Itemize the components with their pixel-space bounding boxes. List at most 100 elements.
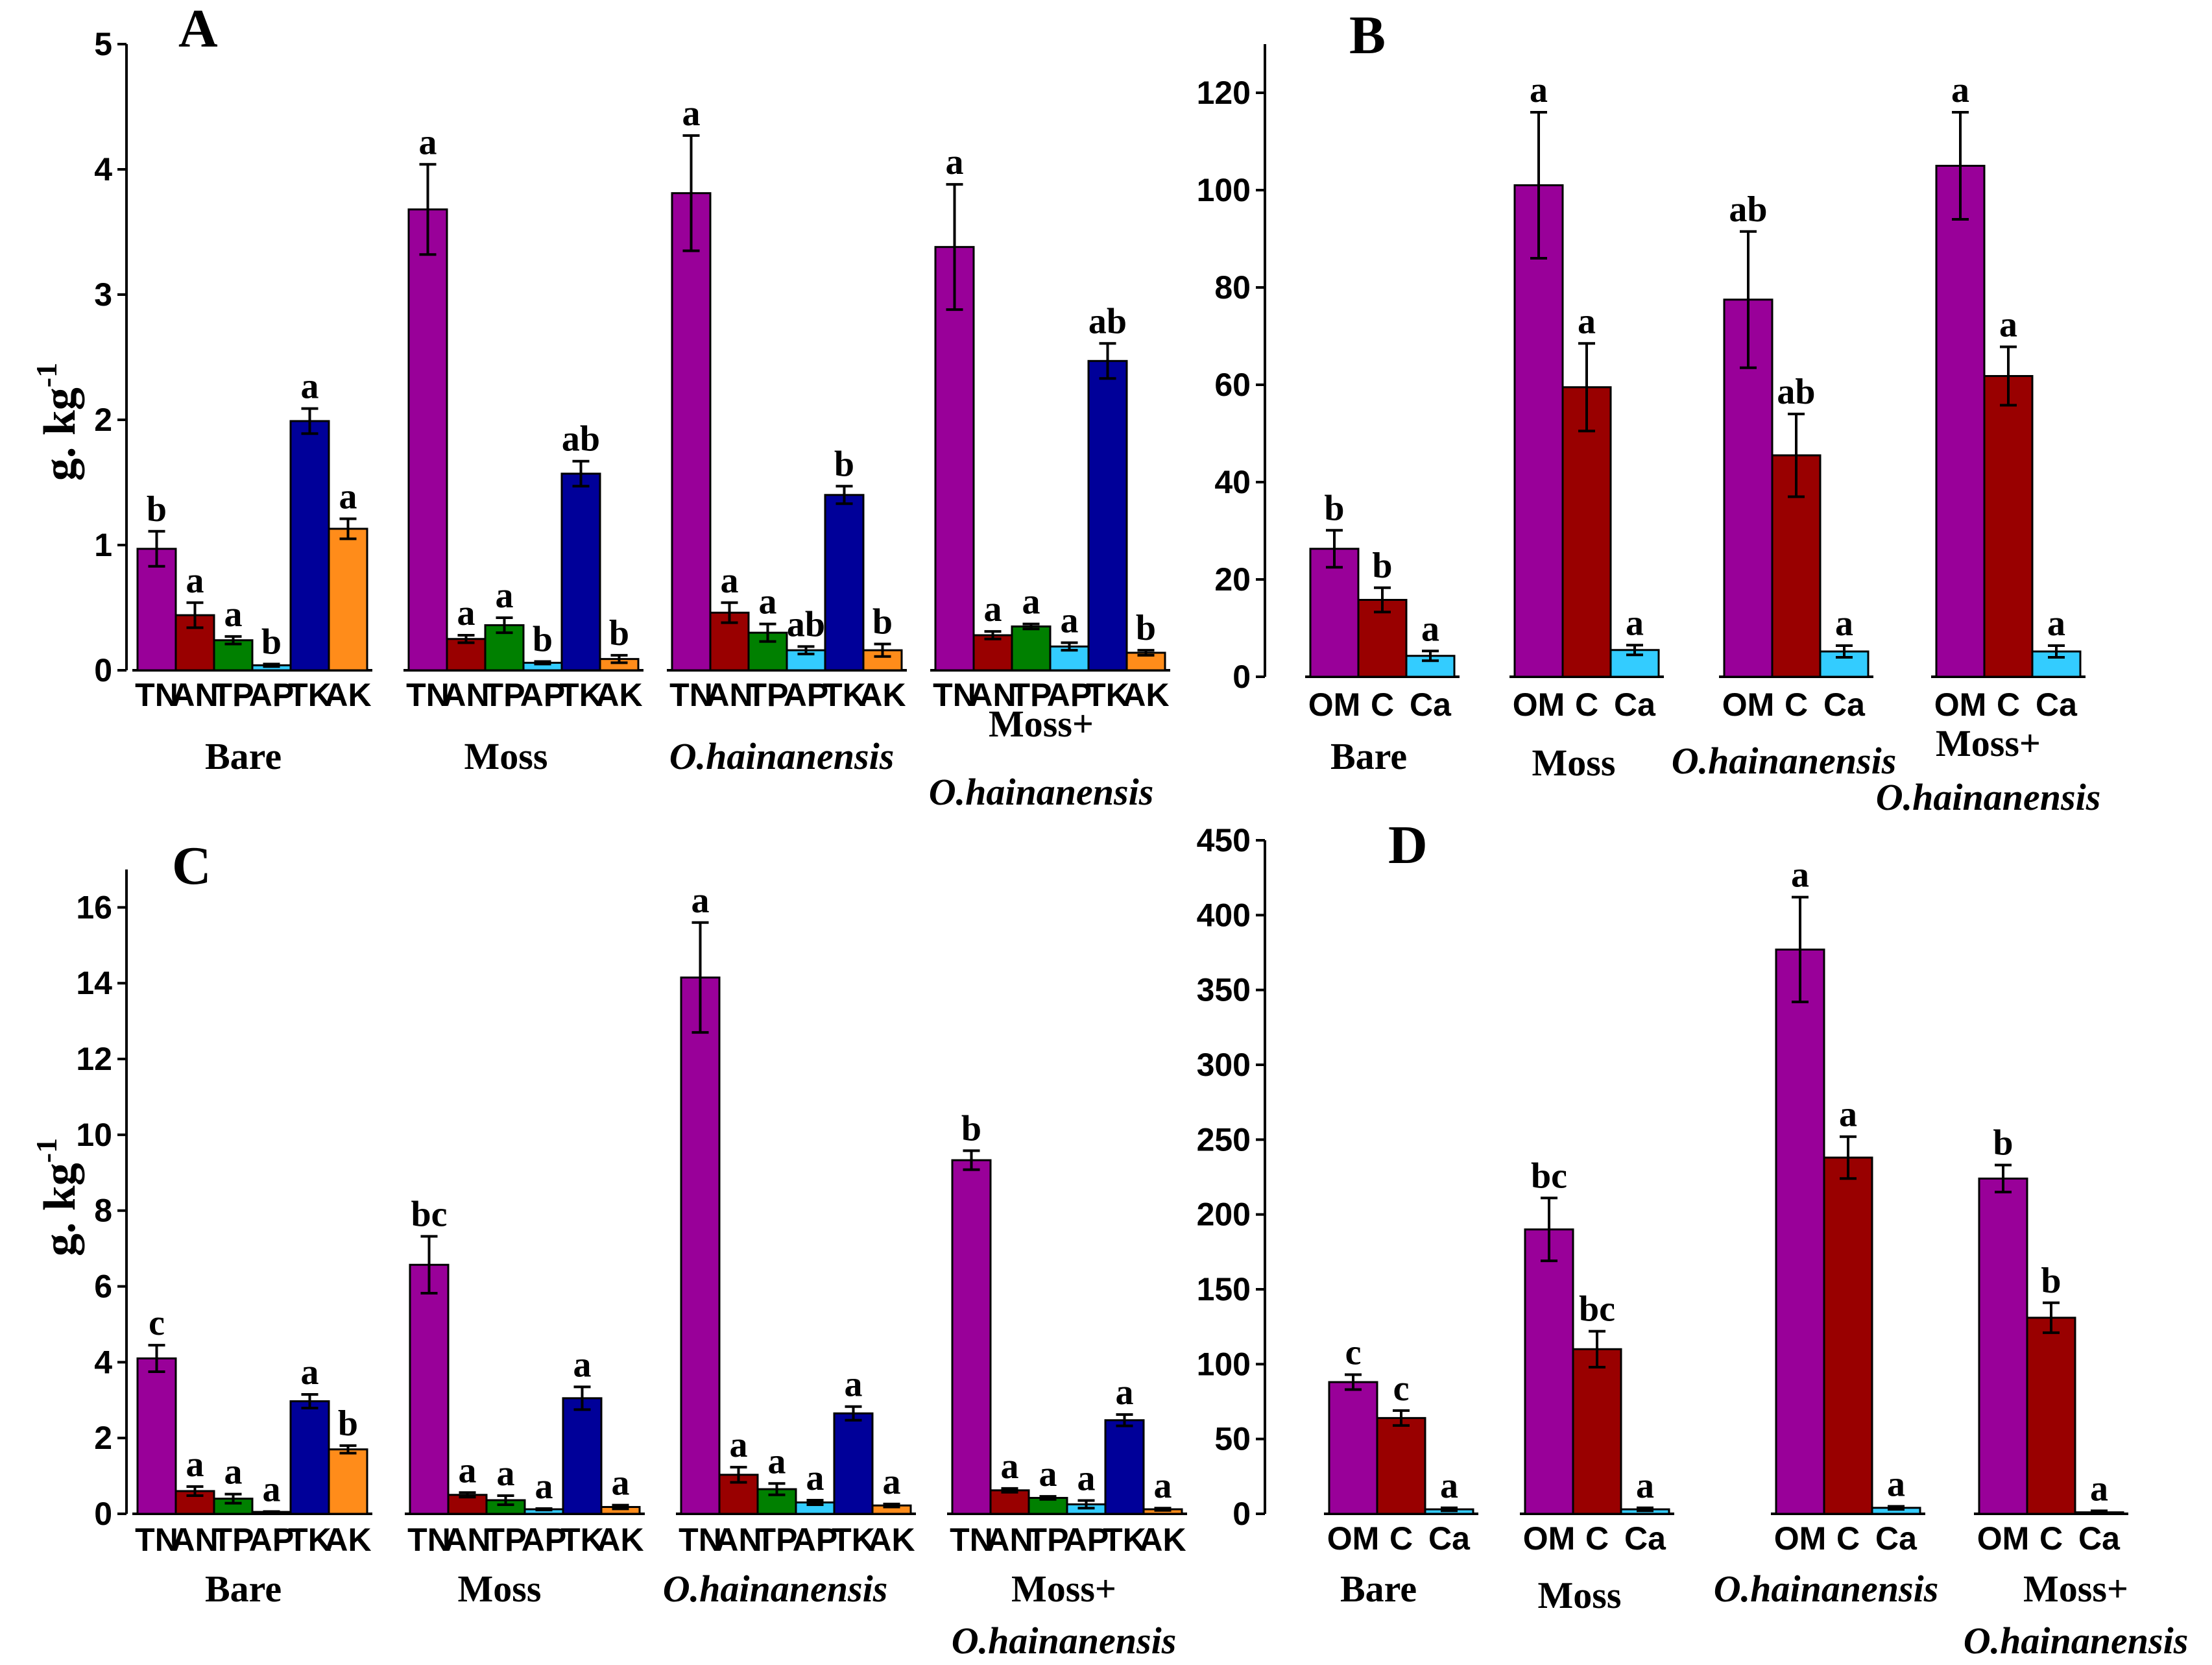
y-tick-label: 1 bbox=[94, 527, 112, 563]
category-label: AP bbox=[1064, 1522, 1109, 1558]
category-label: AP bbox=[249, 677, 294, 713]
y-tick-label: 400 bbox=[1197, 897, 1251, 933]
category-label: OM bbox=[1523, 1520, 1576, 1557]
significance-label: b bbox=[338, 1404, 358, 1444]
y-tick-label: 4 bbox=[94, 1344, 112, 1380]
bar-om bbox=[1524, 1228, 1574, 1515]
significance-label: bc bbox=[411, 1194, 448, 1234]
panel-letter: B bbox=[1349, 5, 1386, 66]
group-label: Moss+ bbox=[1936, 722, 2041, 764]
group-label: Bare bbox=[205, 1568, 282, 1610]
significance-label: a bbox=[224, 594, 243, 635]
group-label-line2: O.hainanensis bbox=[1876, 776, 2101, 818]
category-label: TN bbox=[407, 1522, 451, 1558]
category-label: TN bbox=[406, 677, 450, 713]
y-tick-label: 5 bbox=[94, 26, 112, 62]
group-label: Bare bbox=[1330, 735, 1407, 777]
category-label: C bbox=[1585, 1520, 1609, 1557]
category-label: TN bbox=[669, 677, 713, 713]
significance-label: a bbox=[1154, 1466, 1172, 1506]
category-label: TP bbox=[1011, 677, 1052, 713]
group-label: Moss+ bbox=[2023, 1568, 2128, 1610]
y-axis-title: g. kg-1 bbox=[30, 1138, 85, 1256]
category-label: AK bbox=[324, 1522, 371, 1558]
panel-letter: D bbox=[1388, 815, 1428, 875]
y-tick-label: 120 bbox=[1197, 75, 1251, 111]
significance-label: b bbox=[834, 444, 854, 484]
category-label: TK bbox=[288, 1522, 331, 1558]
bar-c bbox=[2026, 1317, 2076, 1515]
significance-label: a bbox=[768, 1441, 786, 1481]
group-moss: a OM a Ca Ca Moss bbox=[1509, 70, 1664, 784]
y-axis-title-text: g. kg bbox=[35, 1163, 85, 1256]
significance-label: b bbox=[1372, 546, 1392, 586]
bar-tn bbox=[407, 208, 448, 672]
bar-tn bbox=[951, 1159, 992, 1515]
category-label: C bbox=[1575, 687, 1598, 723]
y-tick-label: 350 bbox=[1197, 972, 1251, 1008]
y-axis-title: g. kg-1 bbox=[30, 363, 85, 481]
significance-label: b bbox=[961, 1108, 981, 1148]
significance-label: c bbox=[1393, 1368, 1410, 1409]
category-label: Ca bbox=[1823, 687, 1866, 723]
y-tick-label: 20 bbox=[1214, 561, 1251, 598]
group-label: O.hainanensis bbox=[1714, 1568, 1939, 1610]
category-label: TK bbox=[832, 1522, 875, 1558]
y-tick-label: 40 bbox=[1214, 464, 1251, 500]
significance-label: a bbox=[1578, 301, 1596, 341]
bar-c bbox=[1376, 1416, 1426, 1515]
category-label: TK bbox=[559, 677, 603, 713]
group-label: O.hainanensis bbox=[669, 735, 895, 777]
bar-tk bbox=[560, 472, 601, 672]
bar-c bbox=[1983, 375, 2034, 678]
significance-label: a bbox=[301, 1352, 319, 1392]
significance-label: b bbox=[2041, 1261, 2061, 1301]
y-tick-label: 2 bbox=[94, 1420, 112, 1456]
category-label: AP bbox=[1047, 677, 1092, 713]
category-label: TN bbox=[135, 677, 178, 713]
significance-label: a bbox=[496, 576, 514, 616]
category-label: AN bbox=[444, 1522, 490, 1558]
category-label: AP bbox=[784, 677, 828, 713]
y-tick-label: 4 bbox=[94, 151, 112, 188]
group-label: Moss bbox=[1532, 742, 1616, 784]
significance-label: a bbox=[691, 881, 710, 921]
y-tick-label: 100 bbox=[1197, 172, 1251, 208]
category-label: TK bbox=[823, 677, 866, 713]
y-tick-label: 6 bbox=[94, 1269, 112, 1305]
y-tick-label: 60 bbox=[1214, 367, 1251, 403]
group-label: Moss+ bbox=[1011, 1568, 1116, 1610]
category-label: C bbox=[1785, 687, 1808, 723]
bar-tn bbox=[409, 1263, 450, 1515]
bar-tn bbox=[136, 1357, 177, 1515]
significance-label: a bbox=[497, 1453, 515, 1494]
category-label: Ca bbox=[1624, 1520, 1666, 1557]
significance-label: b bbox=[872, 602, 893, 642]
significance-label: a bbox=[339, 476, 357, 517]
panel-D: D050100150200250300350400450cOMcCaCaBare… bbox=[1197, 815, 2189, 1662]
y-tick-label: 0 bbox=[94, 652, 112, 688]
y-tick-label: 150 bbox=[1197, 1271, 1251, 1307]
category-label: Ca bbox=[1614, 687, 1656, 723]
bar-ak bbox=[328, 528, 368, 672]
significance-label: a bbox=[759, 582, 777, 622]
significance-label: a bbox=[1839, 1095, 1857, 1135]
group-label-line2: O.hainanensis bbox=[929, 771, 1154, 813]
panel-letter: C bbox=[172, 836, 211, 896]
category-label: AN bbox=[706, 677, 752, 713]
panel-letter: A bbox=[178, 0, 218, 59]
significance-label: a bbox=[535, 1466, 553, 1507]
significance-label: a bbox=[1636, 1466, 1654, 1506]
y-tick-label: 10 bbox=[76, 1117, 112, 1153]
significance-label: a bbox=[883, 1462, 901, 1502]
category-label: AK bbox=[1139, 1522, 1186, 1558]
group-label-line2: O.hainanensis bbox=[1964, 1620, 2189, 1662]
significance-label: a bbox=[459, 1450, 477, 1490]
bar-om bbox=[1328, 1381, 1378, 1515]
bar-c bbox=[1823, 1156, 1873, 1515]
y-axis-title-exponent: -1 bbox=[30, 1138, 63, 1163]
category-label: OM bbox=[1327, 1520, 1380, 1557]
category-label: OM bbox=[1977, 1520, 2030, 1557]
